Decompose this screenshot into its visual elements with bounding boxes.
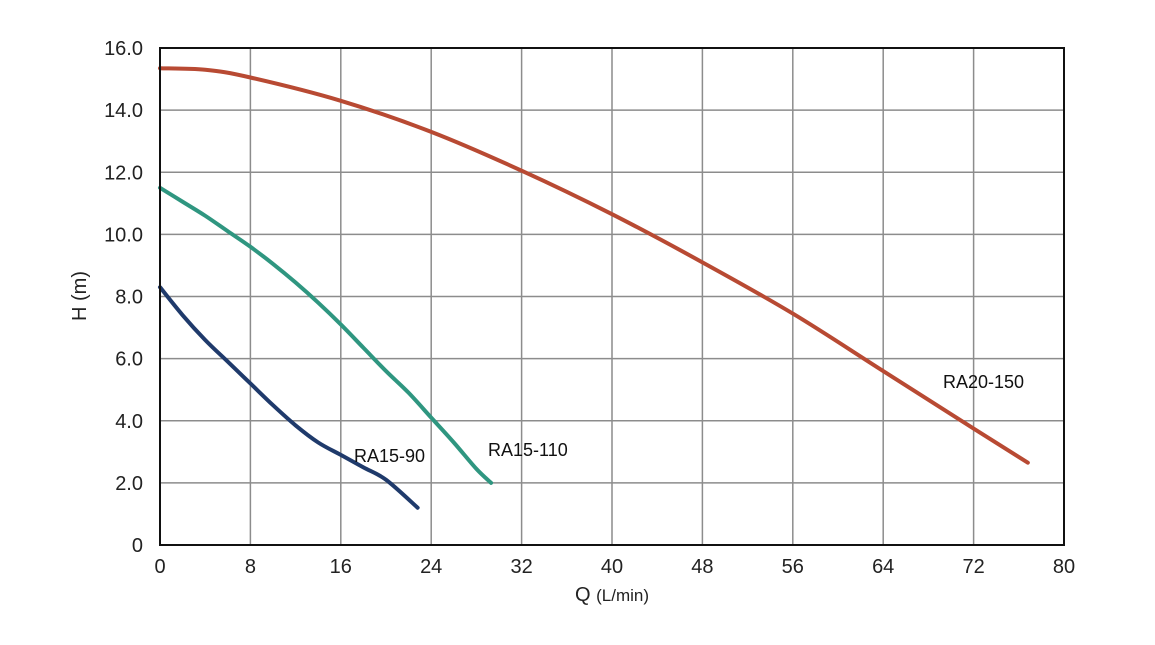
x-tick-label: 56 bbox=[782, 556, 804, 578]
x-axis-title: Q (L/min) bbox=[575, 584, 649, 606]
x-tick-label: 8 bbox=[245, 556, 256, 578]
y-tick-label: 4.0 bbox=[115, 411, 143, 433]
series-labels: RA15-90 RA15-110 RA20-150 bbox=[354, 372, 1024, 466]
series-line-ra15-90 bbox=[158, 285, 420, 510]
series-label-ra20-150: RA20-150 bbox=[943, 372, 1024, 392]
y-tick-label: 0 bbox=[132, 535, 143, 557]
x-tick-label: 32 bbox=[510, 556, 532, 578]
x-tick-label: 0 bbox=[154, 556, 165, 578]
x-axis-label: Q bbox=[575, 584, 591, 606]
x-tick-label: 80 bbox=[1053, 556, 1075, 578]
series-lines bbox=[158, 66, 1030, 510]
series-line-ra15-110 bbox=[158, 185, 494, 485]
y-tick-label: 8.0 bbox=[115, 287, 143, 309]
y-tick-label: 2.0 bbox=[115, 473, 143, 495]
x-tick-label: 16 bbox=[330, 556, 352, 578]
y-tick-label: 14.0 bbox=[104, 100, 143, 122]
x-tick-labels: 0 8 16 24 32 40 48 56 64 72 80 bbox=[154, 556, 1075, 578]
series-label-ra15-110: RA15-110 bbox=[488, 440, 568, 460]
x-axis-unit: (L/min) bbox=[596, 586, 649, 605]
series-label-ra15-90: RA15-90 bbox=[354, 446, 425, 466]
y-tick-label: 12.0 bbox=[104, 162, 143, 184]
plot-frame bbox=[159, 47, 1065, 546]
x-tick-label: 64 bbox=[872, 556, 894, 578]
y-tick-label: 6.0 bbox=[115, 349, 143, 371]
grid bbox=[160, 48, 1064, 545]
x-tick-label: 24 bbox=[420, 556, 442, 578]
y-tick-label: 10.0 bbox=[104, 224, 143, 246]
series-line-ra20-150 bbox=[158, 66, 1030, 465]
x-tick-label: 40 bbox=[601, 556, 623, 578]
y-tick-label: 16.0 bbox=[104, 38, 143, 60]
x-tick-label: 72 bbox=[962, 556, 984, 578]
y-tick-labels: 0 2.0 4.0 6.0 8.0 10.0 12.0 14.0 16.0 bbox=[104, 38, 143, 557]
x-tick-label: 48 bbox=[691, 556, 713, 578]
y-axis-title: H (m) bbox=[69, 271, 91, 321]
